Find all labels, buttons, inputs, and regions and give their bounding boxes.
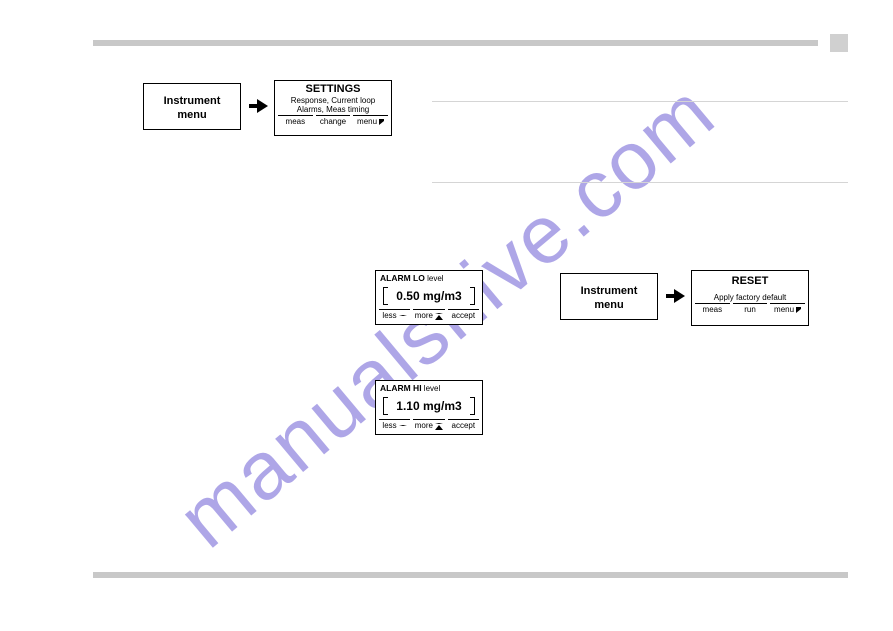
softkey-run[interactable]: run [733,303,768,314]
reset-title: RESET [692,271,808,287]
softkey-less[interactable]: less [379,419,410,430]
text: less [382,419,396,430]
text: ALARM HI [380,383,422,393]
softkey-accept[interactable]: accept [448,419,479,430]
settings-body: Response, Current loop Alarms, Meas timi… [275,95,391,114]
chevron-right-icon [796,307,801,313]
softkey-more[interactable]: more [413,309,444,320]
chevron-down-icon [399,315,407,317]
reset-screen: RESET Apply factory default meas run men… [691,270,809,326]
page-canvas: manualshive.com Instrument menu SETTINGS… [0,0,893,631]
softkey-accept[interactable]: accept [448,309,479,320]
settings-screen: SETTINGS Response, Current loop Alarms, … [274,80,392,136]
softkey-change[interactable]: change [316,115,351,126]
bracket-icon [470,287,475,305]
alarm-lo-screen: ALARM LO level 0.50 mg/m3 less more acce… [375,270,483,325]
text: more [415,419,433,430]
settings-softkeys: meas change menu [275,115,391,128]
bracket-icon [383,397,388,415]
text: menu [177,109,206,121]
chevron-right-icon [379,119,384,125]
text: Instrument [581,285,638,297]
softkey-menu[interactable]: menu [770,303,805,314]
alarm-hi-header: ALARM HI level [376,381,482,393]
alarm-hi-softkeys: less more accept [376,419,482,432]
instrument-menu-box-1: Instrument menu [143,83,241,130]
arrow-top [249,99,268,113]
text: Alarms, Meas timing [297,105,369,114]
text: 0.50 [396,289,419,303]
instrument-menu-label-1: Instrument menu [144,95,240,121]
arrow-reset [666,289,685,303]
settings-title: SETTINGS [275,81,391,95]
chevron-down-icon [399,425,407,427]
softkey-meas[interactable]: meas [278,115,313,126]
chevron-up-icon [435,423,443,430]
top-rule-end [830,34,848,52]
instrument-menu-label-2: Instrument menu [561,285,657,311]
alarm-hi-value: 1.10 mg/m3 [392,399,465,413]
softkey-more[interactable]: more [413,419,444,430]
text: more [415,309,433,320]
text: 1.10 [396,399,419,413]
text: menu [774,303,794,314]
text: Response, Current loop [291,96,376,105]
text: mg/m3 [423,289,462,303]
instrument-menu-box-2: Instrument menu [560,273,658,320]
softkey-menu[interactable]: menu [353,115,388,126]
text: ALARM LO [380,273,425,283]
rule-1 [432,101,848,102]
alarm-lo-header: ALARM LO level [376,271,482,283]
rule-2 [432,182,848,183]
top-rule [93,40,818,46]
text: mg/m3 [423,399,462,413]
chevron-up-icon [435,313,443,320]
alarm-lo-softkeys: less more accept [376,309,482,322]
text: menu [357,115,377,126]
text: menu [594,299,623,311]
softkey-meas[interactable]: meas [695,303,730,314]
text: level [424,384,440,393]
text: Instrument [164,95,221,107]
reset-softkeys: meas run menu [692,303,808,316]
text: level [427,274,443,283]
bottom-rule [93,572,848,578]
reset-body: Apply factory default [692,287,808,302]
bracket-icon [383,287,388,305]
softkey-less[interactable]: less [379,309,410,320]
text: less [382,309,396,320]
bracket-icon [470,397,475,415]
alarm-hi-screen: ALARM HI level 1.10 mg/m3 less more acce… [375,380,483,435]
alarm-lo-value: 0.50 mg/m3 [392,289,465,303]
